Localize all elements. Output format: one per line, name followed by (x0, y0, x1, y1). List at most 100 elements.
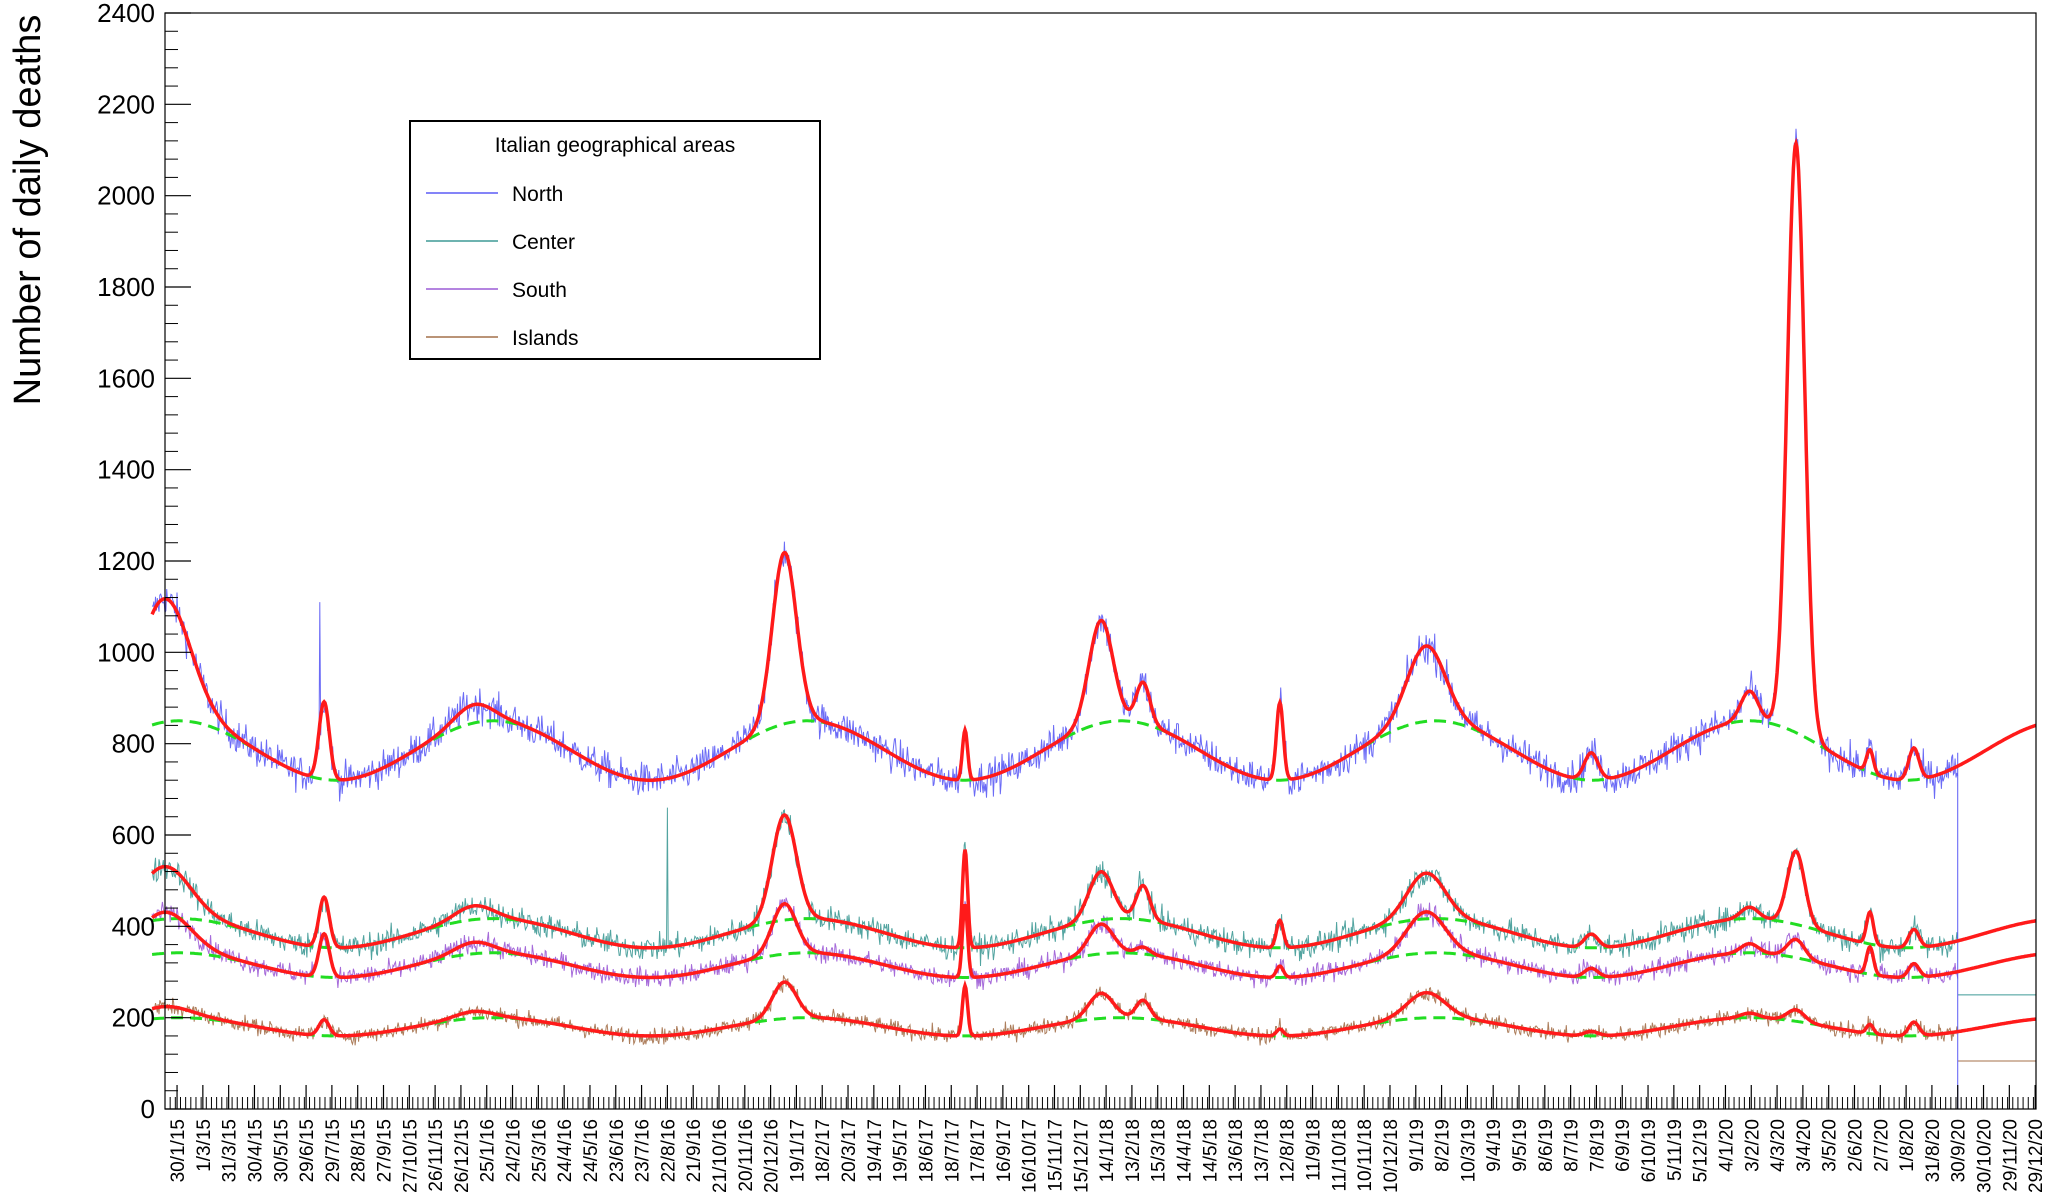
y-tick-label: 2400 (97, 0, 155, 28)
y-tick-label: 2000 (97, 181, 155, 211)
x-tick-label: 21/10/16 (710, 1119, 731, 1193)
x-tick-label: 24/4/16 (555, 1119, 576, 1182)
y-tick-label: 600 (112, 820, 155, 850)
x-tick-label: 31/3/15 (220, 1119, 241, 1182)
x-tick-label: 11/9/18 (1304, 1119, 1325, 1181)
series-north-raw (151, 128, 1959, 802)
series-islands-raw (151, 975, 1959, 1046)
x-tick-label: 7/8/19 (1587, 1119, 1608, 1172)
legend-label-north: North (512, 183, 563, 206)
y-tick-label: 1800 (97, 272, 155, 302)
x-tick-label: 27/9/15 (375, 1119, 396, 1182)
x-tick-label: 4/1/20 (1717, 1119, 1738, 1172)
x-tick-label: 8/6/19 (1536, 1119, 1557, 1172)
x-tick-label: 23/7/16 (633, 1119, 654, 1182)
x-tick-label: 1/8/20 (1897, 1119, 1918, 1172)
x-axis: 30/1/15 1/3/15 31/3/15 30/4/15 30/5/15 29/6/1… (164, 1085, 2046, 1193)
x-tick-label: 10/12/18 (1381, 1119, 1402, 1193)
x-tick-label: 14/4/18 (1175, 1119, 1196, 1182)
x-tick-label: 14/5/18 (1200, 1119, 1221, 1182)
y-tick-label: 1200 (97, 546, 155, 576)
x-tick-label: 9/4/19 (1484, 1119, 1505, 1172)
x-tick-label: 13/7/18 (1252, 1119, 1273, 1182)
x-tick-label: 17/8/17 (968, 1119, 989, 1182)
y-tick-label: 1400 (97, 455, 155, 485)
x-tick-label: 29/12/20 (2026, 1119, 2046, 1193)
x-tick-label: 13/2/18 (1123, 1119, 1144, 1182)
legend-label-center: Center (512, 231, 575, 254)
x-tick-label: 24/2/16 (504, 1119, 525, 1182)
x-tick-label: 20/12/16 (762, 1119, 783, 1193)
x-tick-label: 20/3/17 (839, 1119, 860, 1182)
x-tick-label: 5/11/19 (1665, 1119, 1686, 1181)
x-tick-label: 23/6/16 (607, 1119, 628, 1182)
x-tick-label: 25/3/16 (529, 1119, 550, 1182)
fit-south (151, 902, 2037, 980)
x-tick-label: 24/5/16 (581, 1119, 602, 1182)
legend: Italian geographical areas North Center Sou… (409, 120, 821, 360)
x-tick-label: 4/3/20 (1768, 1119, 1789, 1172)
series-south-raw (151, 897, 1959, 990)
x-tick-label: 3/5/20 (1820, 1119, 1841, 1172)
x-tick-label: 11/10/18 (1329, 1119, 1350, 1192)
x-tick-label: 6/10/19 (1639, 1119, 1660, 1182)
x-tick-label: 30/1/15 (168, 1119, 189, 1182)
y-tick-label: 1600 (97, 363, 155, 393)
x-tick-label: 16/9/17 (994, 1119, 1015, 1182)
series-center-raw (151, 807, 1959, 967)
y-tick-label: 400 (112, 911, 155, 941)
x-tick-label: 28/8/15 (349, 1119, 370, 1182)
x-tick-label: 27/10/15 (400, 1119, 421, 1193)
x-tick-label: 2/7/20 (1871, 1119, 1892, 1172)
legend-box (409, 120, 821, 360)
legend-title: Italian geographical areas (495, 134, 736, 157)
x-tick-label: 14/1/18 (1097, 1119, 1118, 1182)
x-tick-label: 5/12/19 (1691, 1119, 1712, 1182)
x-tick-label: 19/4/17 (865, 1119, 886, 1182)
x-tick-label: 13/6/18 (1226, 1119, 1247, 1182)
x-tick-label: 30/10/20 (1975, 1119, 1996, 1193)
x-tick-label: 25/1/16 (478, 1119, 499, 1182)
x-tick-label: 10/11/18 (1355, 1119, 1376, 1192)
fit-north (150, 137, 2037, 782)
x-tick-label: 3/2/20 (1742, 1119, 1763, 1172)
x-tick-label: 31/8/20 (1923, 1119, 1944, 1182)
legend-label-south: South (512, 279, 567, 302)
x-tick-label: 29/11/20 (2000, 1119, 2021, 1192)
x-tick-label: 26/11/15 (426, 1119, 447, 1192)
x-tick-label: 22/8/16 (658, 1119, 679, 1182)
x-tick-label: 26/12/15 (452, 1119, 473, 1193)
x-tick-label: 8/7/19 (1562, 1119, 1583, 1172)
x-tick-label: 18/6/17 (916, 1119, 937, 1182)
x-tick-label: 12/8/18 (1278, 1119, 1299, 1182)
legend-label-islands: Islands (512, 327, 579, 350)
x-tick-label: 19/5/17 (891, 1119, 912, 1182)
x-tick-label: 18/7/17 (942, 1119, 963, 1182)
x-tick-label: 30/5/15 (271, 1119, 292, 1182)
x-tick-label: 20/11/16 (736, 1119, 757, 1192)
x-tick-label: 15/12/17 (1071, 1119, 1092, 1193)
fit-center (150, 813, 2037, 950)
x-tick-label: 18/2/17 (813, 1119, 834, 1182)
x-tick-label: 29/6/15 (297, 1119, 318, 1182)
x-tick-label: 1/3/15 (194, 1119, 215, 1172)
x-tick-label: 15/11/17 (1046, 1119, 1067, 1192)
x-tick-label: 2/6/20 (1846, 1119, 1867, 1172)
x-tick-label: 16/10/17 (1020, 1119, 1041, 1193)
x-tick-label: 10/3/19 (1458, 1119, 1479, 1182)
x-tick-label: 9/1/19 (1407, 1119, 1428, 1172)
x-tick-label: 9/5/19 (1510, 1119, 1531, 1172)
y-axis: 0 200 400 600 800 1000 1200 1400 1600 1800 2000 220… (97, 0, 191, 1124)
x-tick-label: 3/4/20 (1794, 1119, 1815, 1172)
x-tick-label: 21/9/16 (684, 1119, 705, 1182)
y-tick-label: 2200 (97, 89, 155, 119)
y-axis-title: Number of daily deaths (7, 15, 49, 406)
y-tick-label: 800 (112, 729, 155, 759)
x-tick-label: 30/4/15 (246, 1119, 267, 1182)
y-tick-label: 1000 (97, 637, 155, 667)
plot-layer (150, 128, 2037, 1109)
x-tick-label: 30/9/20 (1949, 1119, 1970, 1182)
x-tick-label: 15/3/18 (1149, 1119, 1170, 1182)
